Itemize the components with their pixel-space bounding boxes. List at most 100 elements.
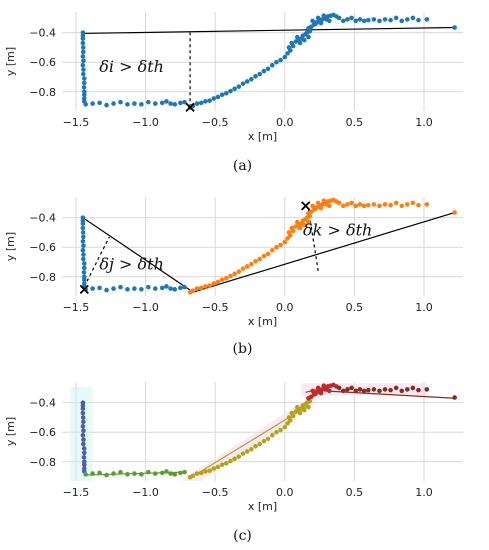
chart-panel-2: −1.5 −1.0 −0.5 0.0 0.5 1.0 −0.4 −0.6 −0.8 x [m] y … xyxy=(4,197,463,357)
data-point xyxy=(424,17,430,22)
data-point xyxy=(132,101,137,106)
fit-line xyxy=(323,390,455,399)
data-point xyxy=(416,17,421,23)
data-point xyxy=(261,68,267,74)
data-point xyxy=(286,45,292,50)
data-point xyxy=(152,286,158,291)
y-tick-label: −0.8 xyxy=(29,86,56,99)
data-point xyxy=(410,385,416,391)
data-point xyxy=(172,102,178,107)
data-point xyxy=(194,286,200,291)
distance-line xyxy=(307,208,319,271)
data-point xyxy=(240,81,246,86)
data-point xyxy=(315,15,321,21)
data-point xyxy=(219,277,225,283)
data-point xyxy=(393,385,399,391)
fit-line xyxy=(189,211,455,294)
x-marker-stroke xyxy=(79,284,89,294)
x-tick-label: 1.0 xyxy=(415,116,433,129)
data-point xyxy=(357,387,363,392)
data-point xyxy=(424,202,430,207)
data-point xyxy=(80,40,86,46)
data-point xyxy=(377,203,382,209)
data-point xyxy=(228,88,233,94)
data-point xyxy=(244,264,250,269)
data-point xyxy=(240,451,246,456)
data-point xyxy=(416,387,421,393)
data-point xyxy=(261,438,267,444)
data-point xyxy=(125,287,130,292)
data-point xyxy=(310,18,315,24)
data-point xyxy=(139,287,144,292)
x-marker xyxy=(79,284,89,294)
data-point xyxy=(353,388,359,394)
data-point xyxy=(80,62,86,68)
data-point xyxy=(452,25,457,30)
data-point xyxy=(452,210,457,215)
data-point xyxy=(232,86,237,92)
y-tick-label: −0.8 xyxy=(29,271,56,284)
data-point xyxy=(388,17,393,23)
data-point xyxy=(132,286,137,291)
data-point xyxy=(353,203,359,209)
data-point xyxy=(336,385,342,391)
x-marker-stroke xyxy=(185,102,195,112)
data-point xyxy=(80,239,86,244)
x-tick-label: −0.5 xyxy=(202,486,229,499)
data-point xyxy=(207,468,212,473)
data-point xyxy=(405,202,410,207)
data-point xyxy=(125,472,130,477)
data-point xyxy=(301,407,307,413)
data-point xyxy=(90,101,95,106)
data-point xyxy=(215,94,221,100)
x-tick-label: −1.5 xyxy=(63,301,90,314)
data-point xyxy=(80,221,86,226)
data-point xyxy=(336,200,342,206)
data-point xyxy=(81,252,86,257)
data-point xyxy=(80,230,86,235)
data-point xyxy=(340,388,346,394)
data-point xyxy=(289,410,295,416)
data-point xyxy=(249,446,254,452)
data-point xyxy=(306,219,311,225)
data-point xyxy=(228,458,233,464)
data-point xyxy=(366,387,371,393)
data-point xyxy=(286,415,292,420)
data-point xyxy=(152,471,158,476)
data-point xyxy=(278,57,283,63)
data-point xyxy=(164,99,169,104)
data-point xyxy=(285,51,290,56)
data-point xyxy=(81,437,86,442)
data-point xyxy=(249,261,254,267)
data-point xyxy=(265,436,271,442)
data-point xyxy=(361,388,367,394)
data-point xyxy=(315,200,321,206)
threshold-annotation: δk > δth xyxy=(303,220,372,239)
data-point xyxy=(207,283,212,288)
data-point xyxy=(410,15,416,21)
data-point xyxy=(257,71,263,77)
y-tick-label: −0.4 xyxy=(29,27,56,40)
data-point xyxy=(182,99,187,105)
data-point xyxy=(345,387,350,392)
data-point xyxy=(282,239,288,245)
data-point xyxy=(81,450,87,456)
data-point xyxy=(81,76,87,81)
data-point xyxy=(382,387,388,392)
y-tick-label: −0.4 xyxy=(29,397,56,410)
data-point xyxy=(393,15,399,21)
data-point xyxy=(349,385,354,391)
data-point xyxy=(269,247,275,253)
data-point xyxy=(306,34,311,40)
data-point xyxy=(80,410,86,416)
data-point xyxy=(452,395,457,400)
data-point xyxy=(253,73,258,79)
data-point xyxy=(81,455,87,460)
data-point xyxy=(327,388,332,394)
data-point xyxy=(104,472,109,478)
data-point xyxy=(313,21,318,27)
data-point xyxy=(405,17,410,22)
data-point xyxy=(118,284,123,290)
data-point xyxy=(244,449,250,454)
y-tick-label: −0.8 xyxy=(29,456,56,469)
